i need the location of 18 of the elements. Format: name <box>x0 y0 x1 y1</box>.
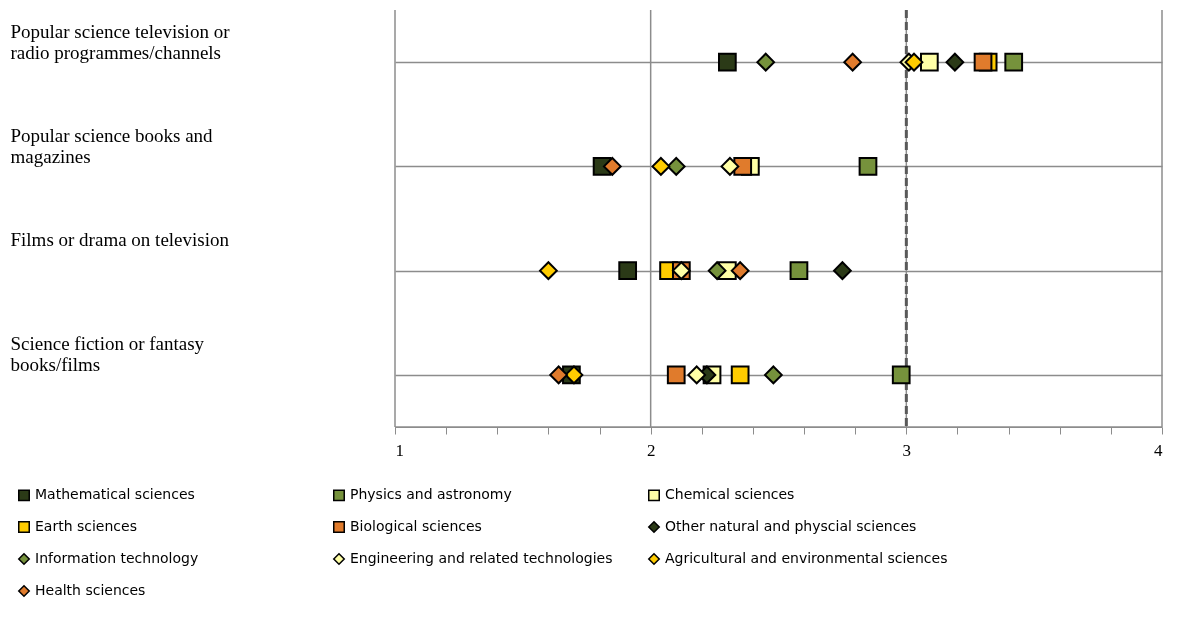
x-tick-label: 4 <box>1154 440 1163 460</box>
legend-label: Chemical sciences <box>665 486 795 503</box>
y-tick-label: Films or drama on television <box>10 229 230 251</box>
legend-label: Physics and astronomy <box>350 486 512 503</box>
legend-label: Information technology <box>35 550 199 566</box>
y-tick-label: Science fiction or fantasy books/films <box>10 333 205 376</box>
legend-label: Agricultural and environmental sciences <box>665 550 948 566</box>
legend-label: Engineering and related technologies <box>350 550 613 566</box>
x-tick-label: 2 <box>646 440 656 460</box>
legend-label: Mathematical sciences <box>35 486 195 503</box>
y-tick-label: Popular science books and magazines <box>10 124 214 167</box>
x-tick-label: 3 <box>902 440 912 460</box>
legend-label: Biological sciences <box>350 518 482 534</box>
legend-label: Health sciences <box>35 582 146 598</box>
legend-label: Earth sciences <box>35 518 137 534</box>
y-tick-label: Popular science television or radio programmes/channels <box>10 20 231 63</box>
legend-label: Other natural and physcial sciences <box>665 518 917 534</box>
x-tick-label: 1 <box>395 440 404 460</box>
